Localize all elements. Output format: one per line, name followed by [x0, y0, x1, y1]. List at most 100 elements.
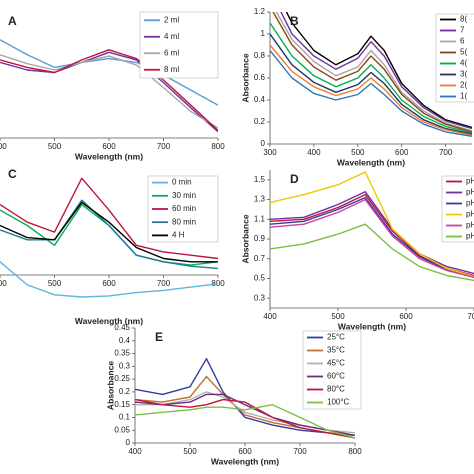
- legend-label: 1(: [460, 92, 467, 101]
- spectrum-line: [0, 199, 218, 270]
- x-axis-label: Wavelength (nm): [75, 151, 143, 161]
- x-axis-label: Wavelength (nm): [75, 316, 143, 326]
- legend-label: 0 min: [172, 178, 192, 187]
- x-tick-label: 500: [351, 148, 365, 157]
- spectrum-line: [272, 12, 472, 133]
- legend-box: [139, 11, 219, 79]
- y-tick-label: 0.5: [254, 274, 266, 283]
- spectrum-line: [0, 261, 218, 298]
- y-tick-label: 1: [261, 29, 266, 38]
- spectrum-line: [135, 398, 355, 439]
- legend-label: 6: [460, 37, 465, 46]
- legend-label: 45°C: [327, 359, 345, 368]
- legend-label: 2(: [460, 81, 467, 90]
- y-tick-label: 0.6: [254, 73, 266, 82]
- panel: 400 500 600 700 800 0 0.05 0.1 0.15 0.2 0.25 0.3 0.3…: [105, 323, 362, 466]
- x-tick-label: 700: [157, 279, 171, 288]
- y-tick-label: 0.45: [114, 323, 130, 332]
- x-tick-label: 600: [238, 447, 252, 456]
- y-tick-label: 1.2: [254, 7, 266, 16]
- y-tick-label: 0.2: [254, 117, 266, 126]
- plot-area: [135, 358, 355, 439]
- spectrum-line: [270, 171, 474, 278]
- spectrum-line: [280, 12, 472, 130]
- spectrum-line: [270, 44, 472, 136]
- plot-area: [0, 177, 218, 298]
- legend-label: 5(: [460, 48, 467, 57]
- spectrum-line: [270, 50, 472, 137]
- x-tick-label: 700: [467, 312, 474, 321]
- y-tick-label: 0.05: [114, 425, 130, 434]
- y-tick-label: 0.3: [119, 361, 131, 370]
- y-tick-label: 0.4: [254, 95, 266, 104]
- legend-label: 60°C: [327, 372, 345, 381]
- x-tick-label: 400: [0, 279, 7, 288]
- x-tick-label: 400: [128, 447, 142, 456]
- y-axis-label: Absorbance: [240, 214, 250, 263]
- x-tick-label: 600: [102, 142, 116, 151]
- spectrum-line: [135, 404, 355, 439]
- legend-label: pH-: [466, 188, 474, 197]
- y-tick-label: 0.15: [114, 400, 130, 409]
- x-axis-label: Wavelength (nm): [211, 456, 279, 466]
- legend-box: [435, 13, 474, 103]
- y-tick-label: 0.4: [119, 336, 131, 345]
- spectrum-line: [270, 191, 474, 275]
- legend-label: 4 H: [172, 231, 185, 240]
- legend-box: [441, 175, 474, 243]
- legend-label: 35°C: [327, 346, 345, 355]
- plot-area: [270, 171, 474, 282]
- legend-label: 60 min: [172, 204, 196, 213]
- legend-label: 30 min: [172, 191, 196, 200]
- legend-label: 80°C: [327, 385, 345, 394]
- x-tick-label: 600: [399, 312, 413, 321]
- spectrum-line: [270, 196, 474, 278]
- spectrum-line: [270, 22, 472, 134]
- x-tick-label: 800: [348, 447, 362, 456]
- panel-title: C: [8, 167, 17, 181]
- legend-label: 6 ml: [164, 48, 179, 57]
- legend-label: 8 ml: [164, 65, 179, 74]
- x-tick-label: 400: [0, 142, 7, 151]
- panel: 300 400 500 600 700 0 0.2 0.4 0.6 0.8 1 1.2 B Wavelen…: [240, 7, 474, 167]
- x-tick-label: 400: [307, 148, 321, 157]
- spectrum-line: [270, 198, 474, 279]
- legend-label: pH-: [466, 232, 474, 241]
- plot-area: [270, 12, 472, 137]
- legend-label: pH-: [466, 199, 474, 208]
- spectrum-line: [0, 177, 218, 260]
- legend-label: 100°C: [327, 398, 350, 407]
- x-axis-label: Wavelength (nm): [337, 157, 405, 167]
- y-tick-label: 1.3: [254, 195, 266, 204]
- panel: 400 500 600 700 800 C Wavelength (nm) 0 min 30 m…: [0, 167, 225, 326]
- y-axis-label: Absorbance: [240, 53, 250, 102]
- legend-label: 8(: [460, 15, 467, 24]
- legend-label: 3(: [460, 70, 467, 79]
- y-tick-label: 1.5: [254, 175, 266, 184]
- x-tick-label: 500: [183, 447, 197, 456]
- panel-title: D: [290, 172, 299, 186]
- x-tick-label: 600: [395, 148, 409, 157]
- y-tick-label: 0.8: [254, 51, 266, 60]
- panel-title: B: [290, 14, 299, 28]
- spectrum-line: [285, 12, 472, 129]
- x-axis-label: Wavelength (nm): [338, 321, 406, 331]
- x-tick-label: 400: [263, 312, 277, 321]
- x-tick-label: 500: [48, 142, 62, 151]
- y-tick-label: 0.25: [114, 374, 130, 383]
- legend-label: 2 ml: [164, 15, 179, 24]
- spectrum-line: [0, 201, 218, 263]
- x-tick-label: 500: [331, 312, 345, 321]
- x-tick-label: 500: [48, 279, 62, 288]
- y-tick-label: 0.35: [114, 349, 130, 358]
- y-tick-label: 0.1: [119, 413, 131, 422]
- y-tick-label: 0: [126, 438, 131, 447]
- plot-area: [0, 39, 218, 133]
- x-tick-label: 700: [439, 148, 453, 157]
- x-tick-label: 600: [102, 279, 116, 288]
- spectrum-line: [270, 223, 474, 282]
- spectrum-line: [270, 33, 472, 135]
- panel-title: A: [8, 14, 17, 28]
- legend-label: 80 min: [172, 217, 196, 226]
